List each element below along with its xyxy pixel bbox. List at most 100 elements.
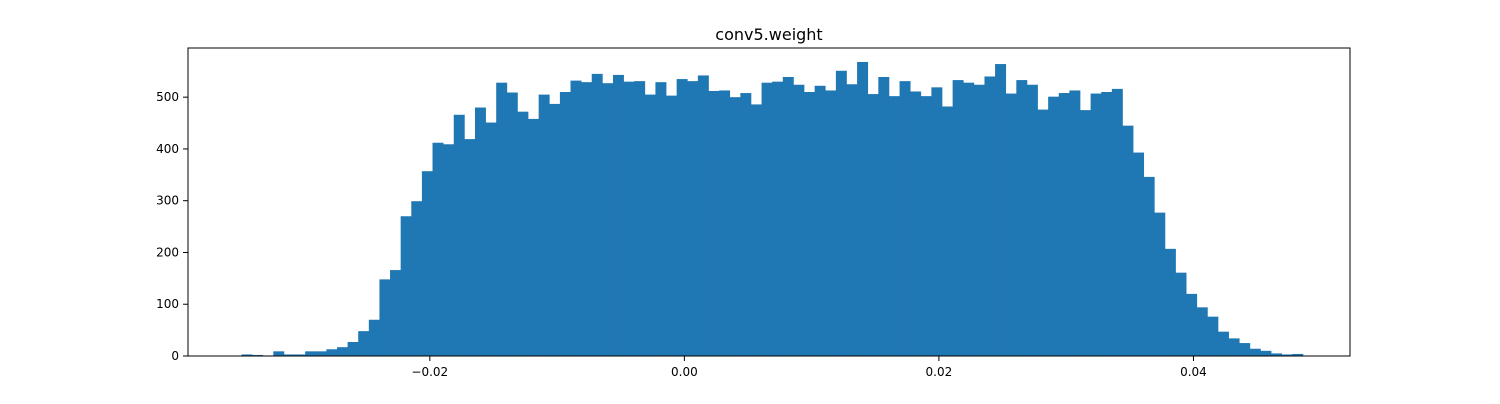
histogram-bar [1122, 125, 1134, 357]
histogram-bar [1292, 353, 1304, 356]
histogram-bar [549, 103, 561, 356]
histogram-bar [1133, 152, 1145, 356]
histogram-bar [1090, 93, 1102, 357]
bars-group [241, 61, 1304, 357]
histogram-bar [559, 92, 571, 356]
histogram-bar [793, 84, 805, 356]
histogram-bar [1239, 343, 1251, 356]
histogram-bar [984, 76, 996, 356]
histogram-bar [1048, 96, 1060, 356]
histogram-bar [867, 94, 879, 356]
histogram-bar [612, 74, 624, 357]
histogram-bar [358, 331, 370, 356]
histogram-bar [443, 144, 455, 356]
histogram-bar [1080, 110, 1091, 357]
histogram-bar [400, 216, 412, 356]
histogram-bar [1016, 80, 1028, 356]
histogram-bar [952, 80, 964, 356]
histogram-bar [846, 84, 858, 357]
histogram-bar [1281, 354, 1293, 356]
histogram-bar [825, 90, 837, 356]
histogram-bar [347, 342, 359, 356]
y-tick-label: 300 [156, 194, 179, 208]
histogram-bar [581, 82, 593, 356]
histogram-bar [411, 201, 423, 356]
histogram-bar [1005, 93, 1017, 357]
y-axis: 0 100 200 300 400 500 [156, 90, 188, 363]
histogram-bar [835, 70, 847, 356]
histogram-bar [857, 61, 869, 356]
y-tick-label: 400 [156, 142, 179, 156]
histogram-bar [963, 82, 975, 357]
histogram-bar [1143, 176, 1155, 356]
histogram-bar [1101, 92, 1113, 356]
histogram-bar [729, 97, 741, 357]
histogram-bar [634, 81, 646, 356]
y-tick-label: 500 [156, 90, 179, 104]
histogram-bar [931, 87, 943, 356]
histogram-bar [474, 107, 486, 356]
histogram-bar [1260, 350, 1272, 356]
histogram-bar [528, 118, 540, 356]
histogram-bar [814, 85, 826, 356]
histogram-bar [1154, 212, 1166, 356]
histogram-bar [315, 351, 327, 356]
y-tick-label: 0 [171, 349, 179, 363]
histogram-bar [602, 83, 614, 356]
x-tick-label: 0.02 [926, 365, 953, 379]
histogram-bar [740, 93, 752, 356]
histogram-bar [697, 75, 709, 356]
x-axis: −0.02 0.00 0.02 0.04 [411, 356, 1207, 379]
histogram-bar [1196, 307, 1208, 356]
y-tick-label: 100 [156, 297, 179, 311]
histogram-bar [772, 81, 784, 357]
histogram-bar [1058, 93, 1070, 356]
histogram-bar [1037, 109, 1049, 356]
histogram-bar [496, 82, 508, 357]
histogram-bar [995, 64, 1007, 357]
x-tick-label: 0.00 [671, 365, 698, 379]
histogram-bar [676, 79, 688, 356]
chart-title: conv5.weight [715, 25, 822, 44]
y-tick-label: 200 [156, 245, 179, 259]
histogram-bar [252, 354, 264, 356]
histogram-bar [910, 91, 922, 356]
histogram-bar [1175, 272, 1187, 356]
histogram-bar [241, 354, 253, 356]
histogram-bar [421, 171, 433, 356]
histogram-bar [591, 73, 603, 356]
histogram-bar [761, 82, 773, 357]
histogram-bar [942, 106, 953, 357]
histogram-bar [1164, 248, 1176, 356]
histogram-bar [326, 349, 338, 356]
histogram-bar [888, 96, 900, 356]
histogram-bar [782, 76, 794, 357]
histogram-bar [1111, 88, 1123, 356]
histogram-bar [294, 354, 306, 356]
histogram-bar [305, 351, 317, 356]
histogram-bar [464, 139, 476, 356]
histogram-bar [453, 114, 465, 356]
histogram-bar [708, 90, 720, 357]
histogram-bar [623, 81, 635, 357]
histogram-bar [666, 95, 677, 357]
histogram-bar [1069, 90, 1081, 356]
histogram-bar [379, 279, 391, 356]
histogram-bar [506, 92, 518, 357]
histogram-bar [1186, 293, 1198, 356]
histogram-bar [273, 351, 285, 356]
histogram-bar [1217, 331, 1229, 356]
histogram-bar [336, 347, 348, 356]
histogram-bar [1271, 353, 1283, 356]
histogram-bar [570, 80, 582, 357]
histogram-bar [283, 354, 295, 356]
histogram-bar [368, 319, 380, 356]
histogram-bar [1026, 84, 1038, 356]
plot-frame [187, 47, 1351, 357]
histogram-bar [973, 84, 985, 356]
x-tick-label: −0.02 [411, 365, 448, 379]
histogram-bar [899, 81, 911, 356]
histogram-bar [390, 270, 402, 356]
